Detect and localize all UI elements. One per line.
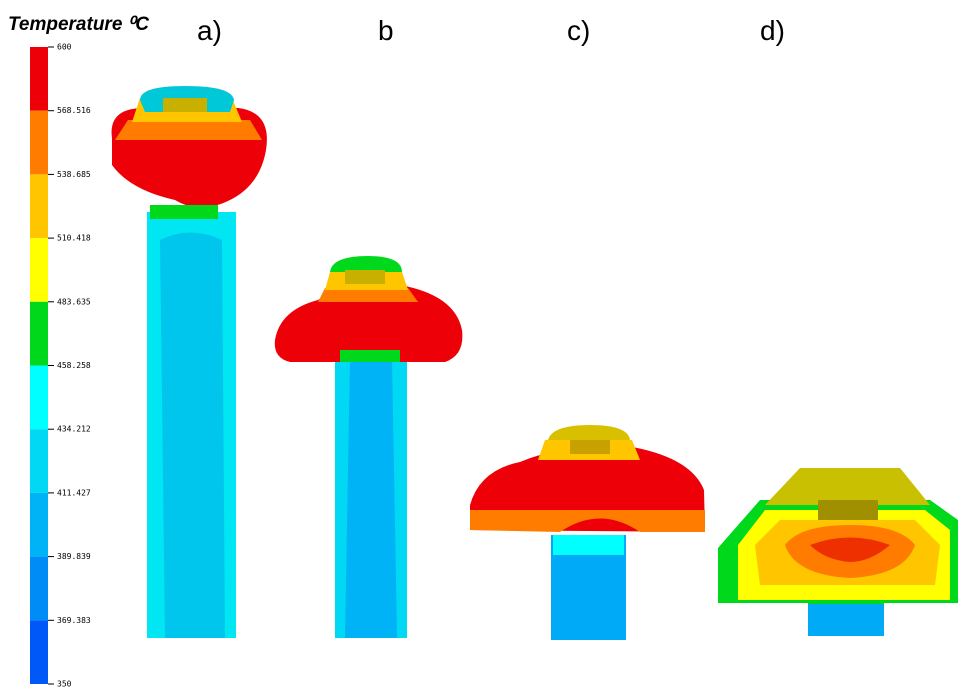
color-band <box>30 301 48 366</box>
color-band <box>30 110 48 175</box>
color-band <box>30 174 48 239</box>
tick-label: 434.212 <box>57 425 91 434</box>
tick-label: 568.516 <box>57 106 91 115</box>
color-band <box>30 429 48 493</box>
tick-label: 510.418 <box>57 234 91 243</box>
panel-c-shape <box>470 425 705 640</box>
color-band <box>30 365 48 430</box>
panel-label: a) <box>197 15 222 46</box>
tick-label: 350 <box>57 680 72 687</box>
tick-label: 483.635 <box>57 297 91 306</box>
panel-label: c) <box>567 15 590 46</box>
tick-label: 389.839 <box>57 552 91 561</box>
color-band <box>30 47 48 111</box>
tick-label: 600 <box>57 43 72 52</box>
color-band <box>30 492 48 557</box>
color-band <box>30 556 48 621</box>
colorbar: 600 568.516 538.685 510.418 483.635 458.258 43… <box>30 43 91 687</box>
panel-d-shape <box>718 468 958 636</box>
tick-label: 369.383 <box>57 616 91 625</box>
tick-label: 458.258 <box>57 361 91 370</box>
tick-label: 411.427 <box>57 488 91 497</box>
legend-title: Temperature ⁰C <box>8 14 149 35</box>
panel-label: b <box>378 15 394 46</box>
panel-a-shape <box>111 86 267 638</box>
tick-label: 538.685 <box>57 170 91 179</box>
panel-label: d) <box>760 15 785 46</box>
color-band <box>30 620 48 684</box>
color-band <box>30 238 48 302</box>
panel-b-shape <box>274 256 463 638</box>
